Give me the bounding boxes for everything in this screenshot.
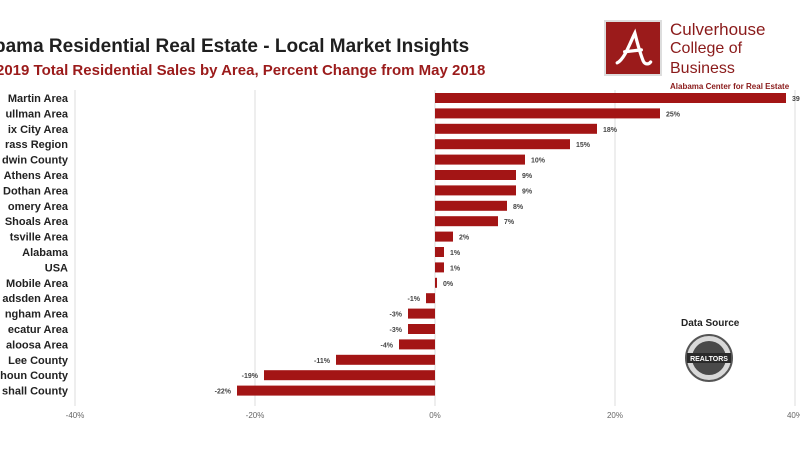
x-tick-label: -20%	[246, 411, 265, 420]
data-source-label: Data Source	[681, 318, 740, 329]
data-label: -3%	[390, 312, 403, 319]
data-label: 25%	[666, 111, 681, 118]
category-label: aloosa Area	[6, 339, 69, 351]
x-tick-label: 0%	[429, 411, 441, 420]
bar	[408, 324, 435, 334]
category-label: ullman Area	[5, 108, 68, 120]
bar	[435, 262, 444, 273]
category-label: ix City Area	[8, 124, 69, 136]
bar	[435, 185, 516, 196]
bar	[435, 93, 786, 103]
bar	[435, 123, 597, 134]
bar	[435, 200, 507, 211]
data-label: -19%	[242, 373, 259, 380]
category-label: ngham Area	[5, 309, 69, 321]
bar	[435, 231, 453, 242]
bar	[264, 370, 435, 381]
category-label: Athens Area	[4, 170, 69, 182]
data-label: 39%	[792, 96, 800, 103]
data-label: 9%	[522, 188, 533, 195]
bar	[435, 216, 498, 227]
bar	[435, 108, 660, 119]
category-label: Lee County	[8, 355, 69, 367]
category-label: shall County	[2, 386, 69, 398]
data-label: -3%	[390, 327, 403, 334]
x-tick-label: 20%	[607, 411, 623, 420]
category-label: omery Area	[8, 201, 69, 213]
category-label: Martin Area	[8, 93, 69, 105]
brand-center: Alabama Center for Real Estate	[670, 82, 790, 91]
brand-name: Culverhouse	[670, 20, 766, 39]
bar	[237, 385, 435, 396]
bar	[408, 308, 435, 319]
data-label: 10%	[531, 158, 546, 165]
bar	[399, 339, 435, 350]
brand-college: College of Business	[670, 40, 743, 77]
data-label: -4%	[381, 342, 394, 349]
script-a-icon	[615, 28, 653, 66]
data-label: 15%	[576, 142, 591, 149]
data-label: 1%	[450, 265, 461, 272]
chart-title: bama Residential Real Estate - Local Mar…	[0, 36, 470, 57]
x-tick-label: 40%	[787, 411, 800, 420]
category-label: dwin County	[2, 155, 69, 167]
category-label: Mobile Area	[6, 278, 69, 290]
bar	[435, 170, 516, 180]
data-label: 1%	[450, 250, 461, 257]
data-label: -11%	[314, 358, 331, 365]
data-label: 7%	[504, 219, 515, 226]
alabama-a-logo	[604, 20, 662, 76]
data-label: 2%	[459, 235, 470, 242]
data-label: 8%	[513, 204, 524, 211]
data-label: 18%	[603, 127, 618, 134]
bar	[435, 277, 437, 288]
bar	[435, 247, 444, 257]
category-label: Shoals Area	[5, 216, 69, 228]
seal-text: REALTORS	[690, 356, 728, 363]
category-label: Dothan Area	[3, 185, 69, 197]
data-label: 0%	[443, 281, 454, 288]
bar-chart: -40% -20% 0% 20% 40% Martin Area 39% ullman Are…	[0, 90, 800, 420]
category-label: Alabama	[22, 247, 69, 259]
x-tick-label: -40%	[66, 411, 85, 420]
data-label: -22%	[215, 389, 232, 396]
bar	[435, 139, 570, 150]
chart-subtitle: 2019 Total Residential Sales by Area, Pe…	[0, 62, 486, 79]
data-label: -1%	[408, 296, 421, 303]
realtors-seal-icon: REALTORS	[685, 334, 733, 382]
bar	[426, 293, 435, 304]
category-label: ecatur Area	[8, 324, 69, 336]
brand-block: Culverhouse College of Business Alabama …	[670, 20, 800, 91]
category-label: USA	[45, 262, 68, 274]
bar	[435, 154, 525, 165]
category-label: rass Region	[5, 139, 68, 151]
category-label: tsville Area	[10, 232, 69, 244]
bar	[336, 354, 435, 365]
category-label: houn County	[0, 370, 69, 382]
data-label: 9%	[522, 173, 533, 180]
category-label: adsden Area	[2, 293, 69, 305]
